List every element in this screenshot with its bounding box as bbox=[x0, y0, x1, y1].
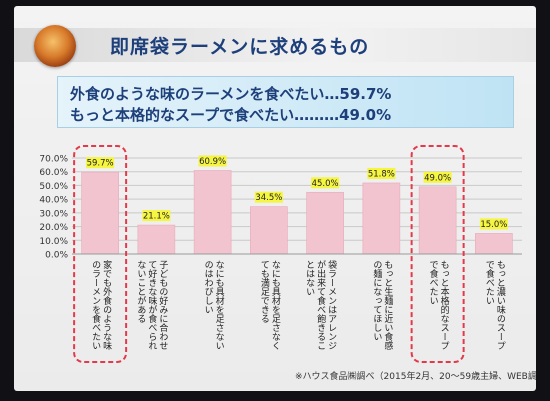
category-label-line: 家でも外食のような味 bbox=[101, 259, 112, 351]
data-label-bg bbox=[479, 218, 508, 230]
category-label-line: で食べたい bbox=[484, 260, 495, 305]
category-label-line: もっと生麺に近い食感 bbox=[382, 260, 393, 350]
page-title: 即席袋ラーメンに求めるもの bbox=[110, 36, 370, 58]
data-label: 21.1% bbox=[143, 212, 170, 222]
category-label-line: で食べたい bbox=[428, 260, 439, 305]
data-label-bg bbox=[423, 171, 452, 183]
data-label: 34.5% bbox=[255, 193, 282, 203]
title-bar bbox=[14, 28, 536, 62]
category-label: 家でも外食のような味のラーメンを食べたい bbox=[90, 259, 112, 351]
category-label-line: 袋ラーメンはアレンジ bbox=[326, 259, 337, 350]
category-label-line: もっと濃い味のスープ bbox=[495, 260, 506, 350]
highlight-outline bbox=[73, 145, 128, 363]
bar bbox=[418, 186, 457, 255]
slide: 即席袋ラーメンに求めるもの 外食のような味のラーメンを食べたい…59.7% もっ… bbox=[14, 6, 536, 391]
category-label-line: の麺になってほしい bbox=[371, 260, 382, 341]
data-label-bg bbox=[254, 191, 283, 203]
category-label-line: のラーメンを食べたい bbox=[90, 260, 101, 350]
y-tick-label: 0.0% bbox=[45, 251, 68, 261]
category-label: なにも具材を足さないのはわびしい bbox=[203, 260, 225, 350]
y-tick-label: 40.0% bbox=[39, 196, 68, 206]
y-tick-label: 30.0% bbox=[39, 209, 68, 219]
category-label: もっと濃い味のスープで食べたい bbox=[484, 260, 506, 350]
category-label-line: のはわびしい bbox=[203, 260, 214, 314]
category-label-line: とはない bbox=[304, 260, 315, 296]
summary-line-2: もっと本格的なスープで食べたい………49.0% bbox=[70, 106, 392, 124]
category-label-line: て好きな味が食べられ bbox=[146, 260, 157, 350]
y-tick-label: 70.0% bbox=[39, 155, 68, 165]
category-label-line: 子どもの好みに合わせ bbox=[157, 260, 168, 350]
summary-box: 外食のような味のラーメンを食べたい…59.7% もっと本格的なスープで食べたい…… bbox=[57, 76, 514, 128]
category-label-line: なにも具材を足さない bbox=[214, 260, 225, 350]
data-label: 15.0% bbox=[480, 220, 507, 230]
bar-chart: 0.0% 10.0% 20.0% 30.0% 40.0% 50.0% 60.0% 70.0% 5… bbox=[39, 145, 522, 363]
bar bbox=[475, 233, 513, 255]
bar bbox=[193, 170, 232, 255]
y-tick-label: 10.0% bbox=[39, 237, 68, 247]
data-label-bg bbox=[198, 155, 227, 167]
y-tick-label: 20.0% bbox=[39, 223, 68, 233]
bar bbox=[137, 224, 176, 255]
y-tick-label: 50.0% bbox=[39, 182, 68, 192]
bar bbox=[250, 206, 288, 255]
data-label: 51.8% bbox=[368, 169, 395, 179]
bar bbox=[81, 171, 119, 255]
bar bbox=[306, 191, 344, 255]
data-label: 60.9% bbox=[199, 157, 226, 167]
category-label-line: ないことがある bbox=[135, 260, 146, 323]
data-label-bg bbox=[311, 177, 340, 189]
summary-line-1: 外食のような味のラーメンを食べたい…59.7% bbox=[70, 85, 392, 103]
category-label-line: ても満足できる bbox=[259, 260, 270, 323]
category-label: 袋ラーメンはアレンジが出来て食べ飽きることはない bbox=[304, 259, 337, 350]
data-label: 59.7% bbox=[87, 159, 114, 169]
category-label: もっと生麺に近い食感の麺になってほしい bbox=[371, 260, 393, 350]
data-label: 45.0% bbox=[312, 179, 339, 189]
ramen-bowl-icon bbox=[34, 25, 76, 67]
category-label-line: が出来て食べ飽きるこ bbox=[315, 259, 326, 350]
highlight-outline bbox=[410, 145, 465, 363]
bar bbox=[362, 182, 401, 255]
source-note: ※ハウス食品㈱調べ（2015年2月、20～59歳主婦、WEB調査） bbox=[295, 372, 536, 382]
category-label-line: もっと本格的なスープ bbox=[439, 260, 450, 350]
data-label-bg bbox=[367, 167, 396, 179]
data-label-bg bbox=[142, 210, 171, 222]
data-label-bg bbox=[86, 157, 115, 169]
y-tick-label: 60.0% bbox=[39, 168, 68, 178]
category-label: なにも具材を足さなくても満足できる bbox=[259, 260, 281, 350]
category-label: 子どもの好みに合わせて好きな味が食べられないことがある bbox=[135, 260, 168, 350]
category-label-line: なにも具材を足さなく bbox=[270, 260, 281, 350]
data-label: 49.0% bbox=[424, 173, 451, 183]
category-label: もっと本格的なスープで食べたい bbox=[428, 260, 450, 350]
